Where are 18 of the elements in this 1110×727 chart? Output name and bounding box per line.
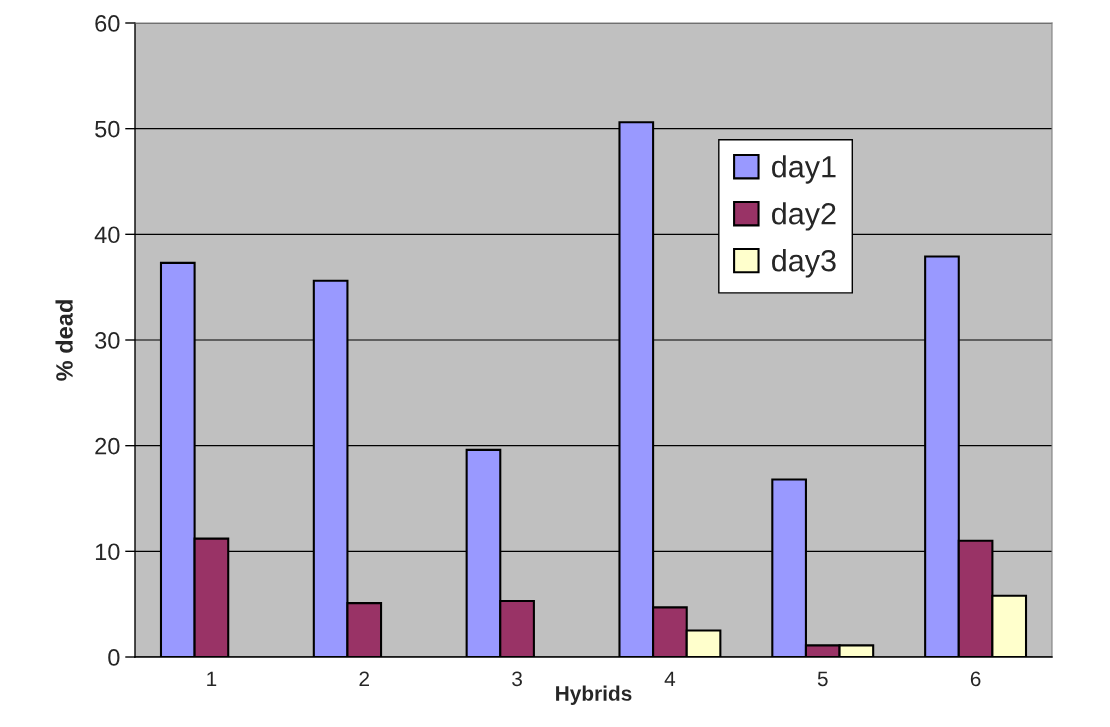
y-tick-label: 50	[95, 120, 120, 138]
x-tick-label: 4	[664, 671, 676, 686]
legend-label: day1	[772, 155, 836, 184]
y-tick-label: 40	[94, 226, 120, 244]
x-tick-label: 6	[970, 671, 981, 687]
x-tick-label: 1	[207, 671, 217, 686]
y-tick-label: 30	[95, 332, 120, 349]
x-tick-label: 3	[512, 671, 522, 687]
legend-label: day3	[772, 249, 836, 278]
y-tick-label: 0	[108, 649, 120, 666]
y-tick-label: 20	[95, 437, 120, 455]
x-axis-title: Hybrids	[556, 685, 632, 705]
y-axis-title: % dead	[55, 300, 73, 381]
y-tick-label: 60	[95, 15, 120, 32]
y-tick-label: 10	[95, 543, 120, 561]
legend-label: day2	[772, 202, 836, 231]
x-tick-label: 5	[817, 671, 828, 687]
x-tick-label: 2	[359, 671, 369, 686]
